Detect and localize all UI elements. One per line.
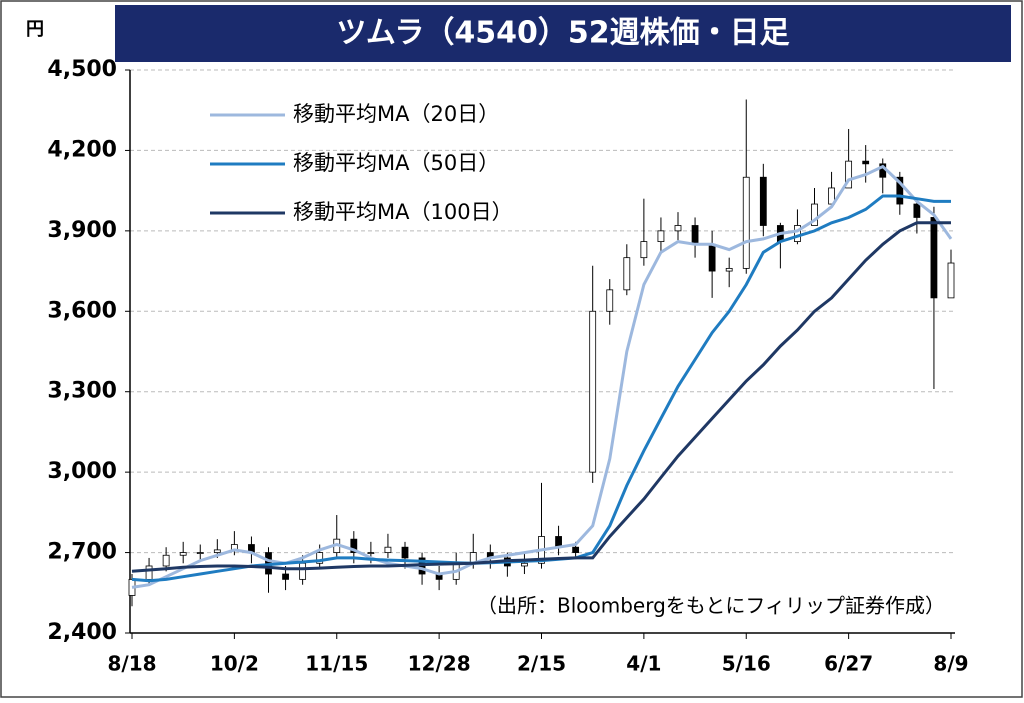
candle-body [794,225,801,242]
chart-title: ツムラ（4540）52週株価・日足 [336,16,789,51]
candle-body [862,160,870,165]
legend-label: 移動平均MA（50日） [293,151,499,175]
candle-body [521,562,528,567]
candle-body [606,289,614,312]
candle-body [213,549,221,553]
y-tick-label: 3,000 [47,459,117,484]
x-tick-label: 5/16 [722,652,771,676]
candle-body [162,554,170,567]
x-tick-label: 8/18 [107,652,156,676]
title-bar [115,5,1011,62]
candle-body [845,160,853,189]
candle-body [691,225,699,245]
candle-body [572,546,580,553]
y-tick-label: 3,600 [47,298,117,323]
candle-body [367,552,375,554]
candle-body [384,546,392,553]
y-tick-label: 2,700 [47,540,117,565]
y-tick-label: 4,500 [47,57,117,82]
candle-body [623,257,631,291]
candle-body [316,552,324,564]
legend-label: 移動平均MA（20日） [293,102,499,126]
candle-body [742,176,750,269]
candle-body [282,573,289,580]
source-note: （出所：Bloombergをもとにフィリップ証券作成） [477,594,945,618]
candle-body [725,267,733,272]
x-tick-label: 11/15 [305,652,368,676]
x-tick-label: 4/1 [626,652,661,676]
ma-line [131,164,953,589]
candle-body [657,230,665,242]
y-tick-label: 3,900 [47,218,117,243]
y-tick-label: 2,400 [47,620,117,645]
candle-body [947,262,955,299]
x-tick-label: 10/2 [210,652,259,676]
x-tick-label: 2/15 [517,652,566,676]
x-tick-label: 8/9 [933,652,968,676]
x-tick-label: 12/28 [408,652,471,676]
candle-body [401,546,409,559]
candle-body [930,217,938,299]
y-tick-label: 3,300 [47,379,117,404]
candle-body [759,176,767,226]
y-unit: 円 [26,19,44,40]
candle-body [708,243,716,272]
candle-body [640,241,648,259]
candle-body [179,552,187,556]
candle-body [145,565,153,580]
candle-body [811,203,818,226]
candle-body [674,225,682,232]
candle-body [589,310,597,473]
candle-body [913,203,921,218]
x-tick-label: 6/27 [824,652,873,676]
candle-body [299,562,307,580]
candle-body [196,552,204,554]
legend-label: 移動平均MA（100日） [293,200,513,224]
candle-body [350,538,358,553]
y-tick-label: 4,200 [47,137,117,162]
ma-line [131,221,951,573]
candle-body [896,176,904,205]
